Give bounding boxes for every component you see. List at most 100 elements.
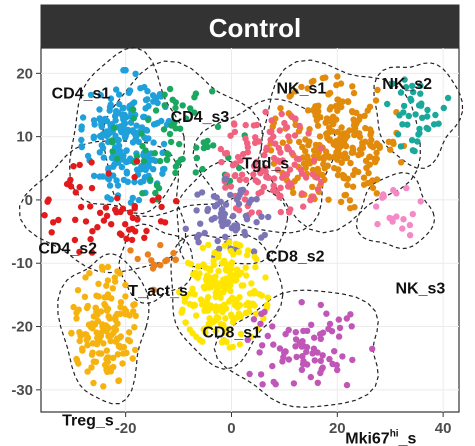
point-nk-s1 (295, 128, 303, 135)
point-treg-s (104, 277, 112, 284)
point-treg-s (100, 340, 107, 347)
point-mki67 (323, 310, 330, 317)
point-nk-s2 (444, 94, 452, 102)
point-cd4-s1 (115, 136, 122, 144)
point-nk-s1 (314, 104, 321, 112)
point-cd4-s2 (116, 230, 124, 237)
point-tgd-s (281, 119, 288, 127)
point-nk-s2 (408, 137, 416, 144)
point-nk-s1 (338, 103, 345, 111)
point-treg-s (74, 287, 82, 294)
point-cd4-s1 (98, 122, 105, 129)
point-treg-s (86, 270, 93, 277)
point-cd4-s3 (145, 116, 152, 124)
point-mki67 (311, 334, 318, 341)
point-tgd-s (285, 133, 292, 140)
point-treg-s (115, 377, 122, 385)
point-nk-s1 (364, 179, 371, 187)
cluster-label-text: Mki67 (345, 431, 390, 446)
point-cd4-s1 (137, 179, 144, 186)
point-cd8-s1 (224, 285, 231, 292)
point-tgd-s (305, 130, 312, 137)
point-treg-s (104, 263, 112, 271)
point-tgd-s (254, 178, 262, 186)
point-cd4-s2 (67, 183, 75, 190)
point-cd4-s1 (78, 126, 85, 133)
point-cd4-s2 (94, 224, 101, 231)
point-tgd-s (307, 196, 314, 204)
point-nk-s1 (369, 184, 377, 192)
point-cd4-s3 (166, 85, 174, 93)
point-nk-s1 (345, 98, 352, 106)
point-cd4-s2 (134, 216, 141, 223)
point-tgd-s (222, 184, 229, 191)
point-cd8-s1 (217, 320, 225, 328)
point-cd4-s1 (107, 101, 114, 108)
point-nk-s1 (295, 138, 303, 146)
point-cd4-s1 (150, 139, 157, 146)
y-tick-label: 10 (16, 129, 33, 146)
point-t-act-s (144, 251, 152, 258)
y-tick-label: -20 (11, 319, 33, 336)
point-cd4-s3 (192, 169, 199, 176)
point-cd8-s2 (218, 218, 225, 226)
point-cd8-s1 (248, 280, 255, 287)
point-nk-s3 (406, 221, 414, 229)
point-cd4-s3 (167, 138, 175, 146)
point-mki67 (348, 323, 355, 330)
point-cd8-s1 (253, 310, 260, 317)
point-tgd-s (240, 150, 247, 158)
point-cd4-s3 (161, 91, 168, 98)
point-cd4-s2 (131, 205, 138, 212)
point-nk-s2 (425, 125, 432, 133)
point-nk-s1 (362, 138, 369, 145)
point-cd8-s1 (223, 329, 230, 336)
point-tgd-s (236, 176, 243, 184)
point-cd8-s1 (238, 269, 245, 276)
point-tgd-s (237, 157, 244, 164)
point-cd4-s3 (139, 190, 146, 197)
point-cd8-s1 (182, 319, 189, 326)
point-cd4-s3 (191, 94, 198, 101)
point-cd4-s3 (133, 152, 141, 160)
point-cd4-s2 (133, 158, 141, 165)
x-tick-label: -20 (115, 420, 137, 437)
cluster-label-cd8-s1: CD8_s1 (202, 324, 261, 341)
point-nk-s2 (419, 114, 426, 122)
point-cd4-s1 (96, 173, 103, 180)
point-cd4-s2 (143, 227, 150, 235)
point-cd4-s2 (127, 209, 134, 216)
point-cd4-s2 (141, 234, 148, 241)
point-cd4-s2 (88, 249, 96, 256)
point-cd4-s2 (55, 216, 62, 224)
point-mki67 (347, 311, 354, 318)
point-cd4-s1 (125, 89, 133, 97)
point-cd8-s2 (210, 193, 218, 200)
point-tgd-s (273, 188, 280, 195)
point-cd4-s1 (120, 67, 127, 74)
point-treg-s (68, 329, 75, 337)
point-cd8-s1 (210, 318, 217, 325)
point-mki67 (317, 301, 324, 309)
point-mki67 (298, 366, 306, 373)
point-cd4-s1 (78, 136, 85, 144)
point-nk-s1 (325, 196, 332, 203)
point-nk-s1 (348, 108, 356, 115)
point-nk-s1 (355, 151, 362, 159)
point-cd4-s1 (113, 109, 120, 117)
point-tgd-s (255, 190, 262, 197)
point-cd4-s1 (111, 160, 119, 168)
cluster-label-text: Treg_s (62, 412, 114, 429)
point-treg-s (85, 321, 93, 328)
point-nk-s2 (416, 125, 423, 133)
point-nk-s1 (347, 159, 354, 167)
point-cd4-s2 (172, 197, 180, 205)
point-mki67 (259, 381, 266, 388)
point-cd4-s3 (209, 88, 216, 95)
point-cd4-s3 (169, 96, 176, 104)
point-cd4-s3 (156, 157, 164, 165)
point-nk-s1 (335, 96, 342, 103)
point-treg-s (131, 301, 138, 308)
point-mki67 (246, 370, 253, 378)
point-cd8-s2 (258, 213, 265, 220)
